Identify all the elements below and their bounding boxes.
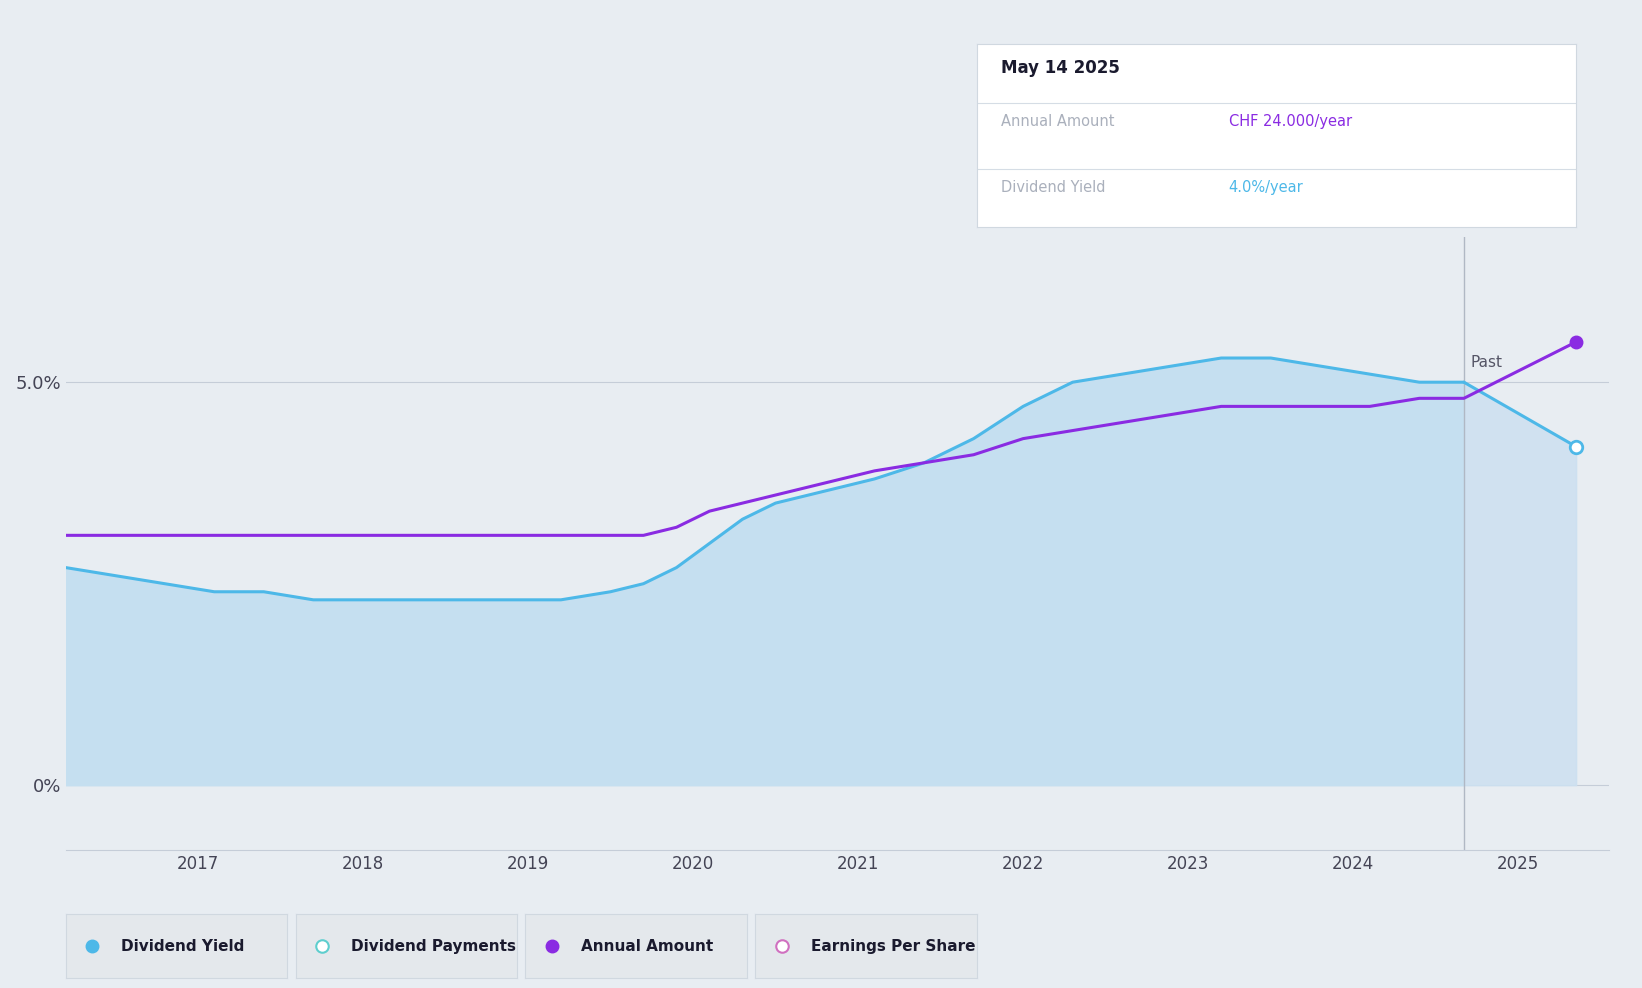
Text: 4.0%/year: 4.0%/year	[1228, 180, 1304, 195]
Text: Dividend Yield: Dividend Yield	[122, 939, 245, 953]
Text: Annual Amount: Annual Amount	[581, 939, 713, 953]
Text: CHF 24.000/year: CHF 24.000/year	[1228, 114, 1351, 128]
Text: Past: Past	[1471, 355, 1502, 370]
Text: May 14 2025: May 14 2025	[1002, 59, 1120, 77]
Text: Annual Amount: Annual Amount	[1002, 114, 1115, 128]
Text: Dividend Payments: Dividend Payments	[351, 939, 516, 953]
Text: Earnings Per Share: Earnings Per Share	[811, 939, 975, 953]
Text: Dividend Yield: Dividend Yield	[1002, 180, 1105, 195]
